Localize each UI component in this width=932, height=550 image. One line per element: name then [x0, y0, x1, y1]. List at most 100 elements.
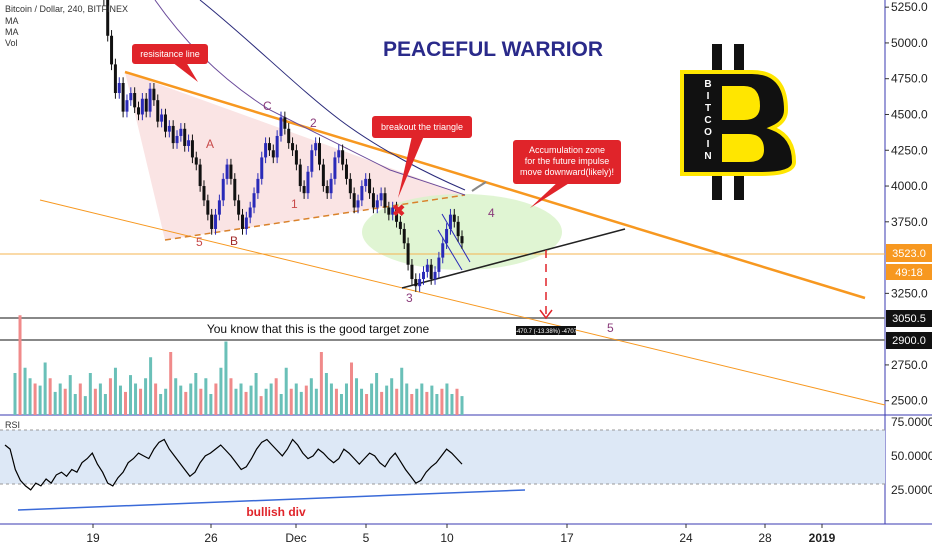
ma-slow-line [199, 0, 466, 191]
volume-bar [118, 385, 122, 415]
wave-A: A [206, 137, 214, 151]
candle-body [387, 207, 391, 215]
countdown-value: 49:18 [895, 267, 923, 279]
time-tick-label: 10 [440, 531, 454, 545]
volume-bar [344, 383, 348, 415]
target-zone-label: You know that this is the good target zo… [207, 322, 430, 336]
volume-bar [405, 383, 409, 415]
candle-body [152, 88, 156, 101]
candle-body [202, 186, 206, 201]
candle-body [214, 214, 218, 229]
rsi-tick-label: 75.0000 [891, 415, 932, 429]
countdown-tag [886, 264, 932, 280]
volume-bar [435, 394, 439, 415]
rsi-label: RSI [5, 420, 20, 430]
candle-body [187, 140, 191, 146]
wave-1: 1 [291, 197, 298, 211]
candle-body [302, 186, 306, 194]
candle-body [314, 143, 318, 151]
candle-body [244, 217, 248, 229]
volume-bar [254, 373, 258, 415]
candle-body [237, 200, 241, 215]
measure-box [516, 326, 576, 335]
candle-body [371, 193, 375, 208]
volume-bar [455, 388, 459, 415]
candle-body [414, 279, 418, 287]
time-tick-label: Dec [285, 531, 306, 545]
last-price-tag [886, 244, 932, 262]
volume-bar [184, 391, 188, 415]
volume-bar [189, 383, 193, 415]
volume-bar [239, 383, 243, 415]
candle-body [456, 221, 460, 237]
candle-body [421, 271, 425, 280]
candle-body [406, 243, 410, 265]
volume-bar [309, 378, 313, 415]
candle-body [229, 164, 233, 179]
candle-body [337, 150, 341, 158]
candle-body [240, 214, 244, 229]
candle-body [445, 228, 449, 244]
volume-bar [390, 378, 394, 415]
candle-body [260, 157, 264, 179]
wave-B: B [230, 234, 238, 248]
volume-bar [129, 375, 133, 415]
candle-body [129, 93, 133, 101]
price-tick-label: 4750.0 [891, 72, 928, 86]
price-tick-label: 2500.0 [891, 394, 928, 408]
time-tick-label: 2019 [809, 531, 836, 545]
rsi-tick-label: 50.0000 [891, 449, 932, 463]
volume-bar [204, 378, 208, 415]
candle-body [383, 193, 387, 208]
price-tick-label: 2750.0 [891, 358, 928, 372]
price-tick-label: 5000.0 [891, 36, 928, 50]
last-price-value: 3523.0 [892, 248, 926, 260]
candle-body [341, 150, 345, 165]
price-axis: 5250.0 5000.0 4750.0 4500.0 4250.0 4000.0 3750… [885, 0, 928, 408]
candle-body [352, 193, 356, 208]
volume-bar [199, 388, 203, 415]
candle-body [125, 100, 129, 112]
candle-body [325, 186, 329, 194]
candle-body [156, 100, 160, 122]
candle-body [306, 171, 310, 194]
breakout-callout-label: breakout the triangle [381, 122, 463, 132]
candle-body [418, 279, 422, 287]
candle-body [329, 178, 333, 194]
volume-bar [299, 391, 303, 415]
volume-bar [289, 388, 293, 415]
level-tag-3050 [886, 310, 932, 327]
volume-bar [284, 367, 288, 415]
candle-body [183, 128, 187, 146]
candle-body [364, 178, 368, 187]
resistance-line [124, 70, 866, 300]
volume-bar [13, 373, 17, 415]
accumulation-line-2: for the future impulse [525, 156, 610, 166]
candle-body [137, 107, 141, 115]
volume-bar [88, 373, 92, 415]
volume-bar [450, 394, 454, 415]
volume-bar [149, 357, 153, 415]
volume-bar [103, 394, 107, 415]
projection-arrow-head [539, 309, 553, 320]
price-tick-label: 3750.0 [891, 215, 928, 229]
volume-bar [460, 396, 464, 415]
candle-body [283, 117, 287, 129]
rsi-axis: 75.0000 50.0000 25.0000 [891, 415, 932, 497]
volume-bar [58, 383, 62, 415]
candle-body [144, 98, 148, 112]
volume-bars [13, 315, 464, 415]
measure-label: -470.7 (-13.38%) -4707 [515, 329, 578, 335]
volume-bar [415, 388, 419, 415]
volume-bar [144, 378, 148, 415]
level-tag-2900 [886, 332, 932, 349]
volume-bar [219, 367, 223, 415]
candle-body [140, 98, 144, 115]
accumulation-line-3: move downward(likely)! [520, 167, 614, 177]
rsi-tick-label: 25.0000 [891, 483, 932, 497]
candle-body [167, 125, 171, 132]
volume-bar [420, 383, 424, 415]
candle-body [318, 143, 322, 165]
